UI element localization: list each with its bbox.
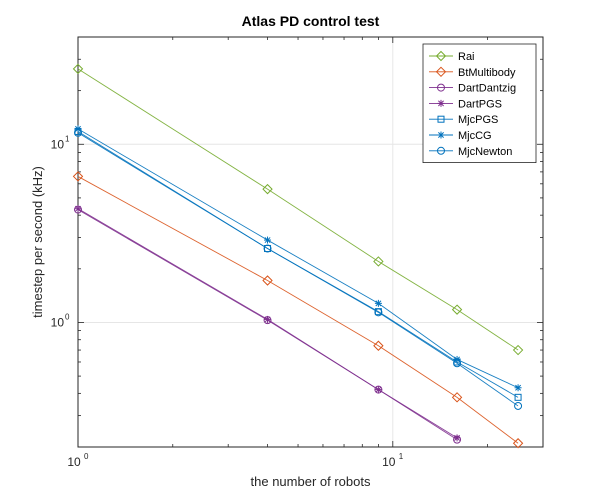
series-dartpgs <box>74 205 461 442</box>
data-point-btmultibody <box>373 340 384 351</box>
series-rai <box>72 63 524 356</box>
legend-marker <box>435 50 447 62</box>
legend-label: BtMultibody <box>458 67 516 79</box>
x-tick-label-0: 10 0 <box>67 452 89 469</box>
data-point-mjcpgs <box>514 393 522 401</box>
y-tick-base: 10 <box>51 315 65 329</box>
data-point-rai <box>512 344 524 356</box>
series-mjcnewton <box>74 128 523 410</box>
data-point-mjcnewton <box>74 128 82 137</box>
data-point-btmultibody <box>512 438 524 449</box>
legend: Rai BtMultibody DartDantzig DartPGS MjcPGS Mj… <box>422 43 537 163</box>
data-point-mjccg <box>514 384 522 392</box>
legend-marker <box>437 146 445 155</box>
x-tick-base: 10 <box>382 455 396 469</box>
series-line-btmultibody <box>77 176 519 444</box>
y-tick-exponent: 0 <box>65 312 70 321</box>
data-point-dartpgs <box>74 205 82 213</box>
chart-title: Atlas PD control test <box>242 13 380 29</box>
data-point-btmultibody <box>451 392 463 403</box>
series-line-rai <box>77 68 519 351</box>
y-tick-label-0: 10 0 <box>51 312 70 329</box>
x-tick-exponent: 1 <box>399 452 404 461</box>
data-point-rai <box>72 63 84 75</box>
legend-item-mjccg: MjcCG <box>429 130 492 142</box>
legend-marker <box>437 131 445 139</box>
data-point-dartpgs <box>453 434 461 442</box>
data-point-rai <box>373 256 384 267</box>
legend-marker <box>437 83 445 92</box>
legend-label: MjcCG <box>458 130 492 142</box>
legend-label: DartDantzig <box>458 83 516 95</box>
series-btmultibody <box>72 171 524 449</box>
series-line-dartpgs <box>77 208 458 439</box>
legend-marker <box>435 66 447 78</box>
data-point-btmultibody <box>72 171 84 182</box>
legend-item-dartpgs: DartPGS <box>429 98 502 110</box>
legend-item-mjcpgs: MjcPGS <box>429 114 498 126</box>
data-point-dartpgs <box>264 315 272 323</box>
data-point-mjcnewton <box>374 308 383 317</box>
legend-item-mjcnewton: MjcNewton <box>429 146 512 158</box>
x-tick-exponent: 0 <box>84 452 89 461</box>
legend-marker <box>437 115 445 123</box>
data-point-mjccg <box>264 236 272 244</box>
data-point-rai <box>451 304 463 315</box>
x-tick-base: 10 <box>67 455 81 469</box>
legend-item-dartdantzig: DartDantzig <box>429 83 516 95</box>
legend-marker <box>437 99 445 107</box>
data-point-rai <box>262 183 273 195</box>
legend-label: Rai <box>458 51 475 63</box>
data-point-mjcnewton <box>453 359 462 368</box>
x-tick-label-1: 10 1 <box>382 452 404 469</box>
y-tick-base: 10 <box>51 137 65 151</box>
data-point-mjcnewton <box>514 401 523 410</box>
legend-label: DartPGS <box>458 98 502 110</box>
legend-item-btmultibody: BtMultibody <box>429 66 516 79</box>
y-tick-label-1: 10 1 <box>51 134 70 151</box>
y-axis-label: timestep per second (kHz) <box>30 166 45 318</box>
y-tick-exponent: 1 <box>65 134 70 143</box>
x-axis-label: the number of robots <box>251 474 371 489</box>
axes-box <box>77 36 544 448</box>
series-line-mjcnewton <box>77 132 519 407</box>
data-point-dartpgs <box>374 386 382 394</box>
data-point-mjccg <box>374 299 382 307</box>
legend-item-rai: Rai <box>429 50 475 63</box>
legend-label: MjcNewton <box>458 146 512 158</box>
legend-label: MjcPGS <box>458 114 498 126</box>
data-point-mjcnewton <box>263 244 272 253</box>
data-point-btmultibody <box>262 275 273 286</box>
